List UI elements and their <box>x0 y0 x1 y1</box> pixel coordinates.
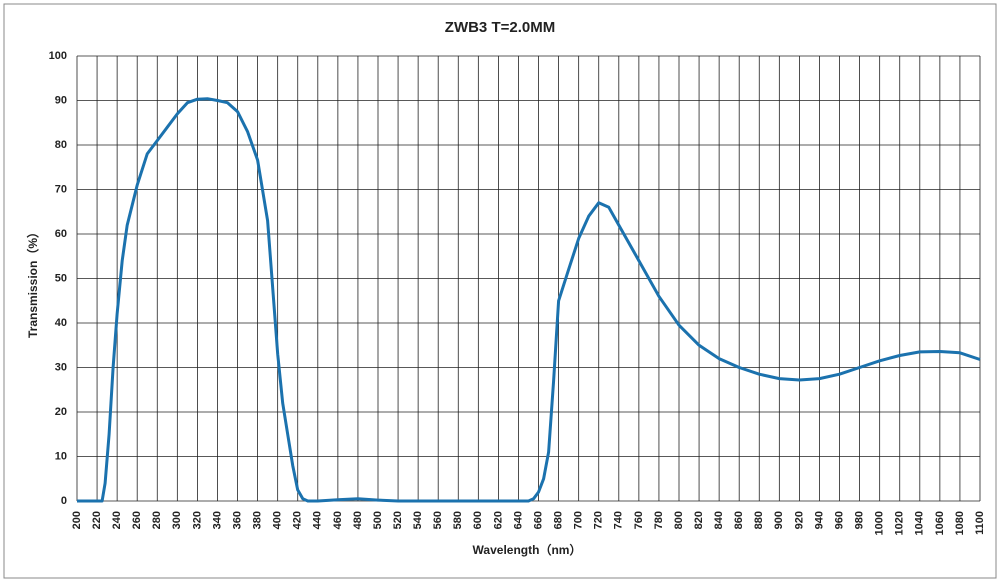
x-tick-label: 660 <box>532 511 544 529</box>
x-tick-label: 440 <box>312 511 324 529</box>
x-tick-label: 1080 <box>954 511 966 535</box>
x-tick-label: 380 <box>252 511 264 529</box>
x-tick-label: 260 <box>131 511 143 529</box>
x-tick-label: 1020 <box>894 511 906 535</box>
y-tick-label: 90 <box>55 94 67 106</box>
y-tick-label: 30 <box>55 361 67 373</box>
chart-title: ZWB3 T=2.0MM <box>445 19 555 36</box>
data-line <box>77 97 981 503</box>
y-tick-label: 70 <box>55 183 67 195</box>
y-tick-label: 60 <box>55 228 67 240</box>
x-tick-label: 1100 <box>974 511 986 535</box>
y-tick-label: 40 <box>55 317 67 329</box>
x-tick-label: 320 <box>191 511 203 529</box>
y-axis-label: Transmission（%） <box>25 226 40 338</box>
x-tick-label: 360 <box>231 511 243 529</box>
x-tick-label: 620 <box>492 511 504 529</box>
x-tick-label: 640 <box>512 511 524 529</box>
x-tick-label: 880 <box>753 511 765 529</box>
x-tick-label: 860 <box>733 511 745 529</box>
x-tick-label: 500 <box>372 511 384 529</box>
x-tick-label: 760 <box>633 511 645 529</box>
x-tick-label: 480 <box>352 511 364 529</box>
x-tick-label: 780 <box>653 511 665 529</box>
x-tick-label: 960 <box>833 511 845 529</box>
x-tick-label: 720 <box>593 511 605 529</box>
x-tick-label: 520 <box>392 511 404 529</box>
y-tick-label: 80 <box>55 139 67 151</box>
y-tick-label: 20 <box>55 406 67 418</box>
frame <box>3 3 997 579</box>
x-tick-label: 680 <box>553 511 565 529</box>
x-tick-label: 920 <box>793 511 805 529</box>
x-tick-label: 820 <box>693 511 705 529</box>
x-tick-label: 940 <box>813 511 825 529</box>
x-tick-label: 740 <box>613 511 625 529</box>
x-tick-label: 400 <box>272 511 284 529</box>
x-tick-label: 240 <box>111 511 123 529</box>
x-tick-label: 340 <box>211 511 223 529</box>
x-tick-label: 900 <box>773 511 785 529</box>
x-axis-label: Wavelength（nm） <box>473 542 582 557</box>
x-tick-label: 200 <box>71 511 83 529</box>
x-tick-label: 1040 <box>914 511 926 535</box>
x-tick-label: 600 <box>472 511 484 529</box>
x-tick-label: 1060 <box>934 511 946 535</box>
x-tick-label: 540 <box>412 511 424 529</box>
x-tick-label: 220 <box>91 511 103 529</box>
x-tick-label: 580 <box>452 511 464 529</box>
x-tick-label: 460 <box>332 511 344 529</box>
x-tick-label: 560 <box>432 511 444 529</box>
y-tick-label: 10 <box>55 450 67 462</box>
x-tick-label: 1000 <box>874 511 886 535</box>
x-tick-label: 840 <box>713 511 725 529</box>
x-tick-label: 300 <box>171 511 183 529</box>
x-tick-label: 980 <box>854 511 866 529</box>
y-tick-label: 0 <box>61 495 67 507</box>
y-tick-label: 50 <box>55 272 67 284</box>
x-tick-label: 800 <box>673 511 685 529</box>
x-tick-label: 280 <box>151 511 163 529</box>
x-tick-label: 420 <box>292 511 304 529</box>
x-tick-label: 700 <box>573 511 585 529</box>
y-tick-label: 100 <box>49 50 67 62</box>
